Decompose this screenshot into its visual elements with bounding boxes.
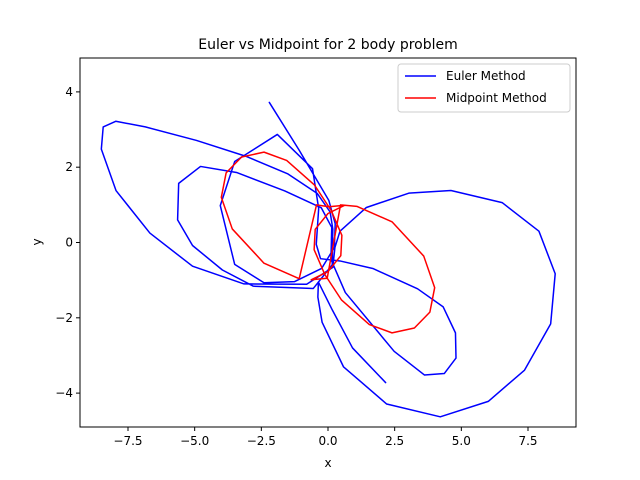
legend-label-midpoint: Midpoint Method [446,91,547,105]
y-tick-label: 2 [65,160,73,174]
series-layer [100,101,556,418]
x-tick-label: −2.5 [247,434,276,448]
legend-box [397,63,571,113]
x-tick-label: 7.5 [518,434,537,448]
chart-title: Euler vs Midpoint for 2 body problem [198,37,458,53]
series-line-midpoint [220,151,436,334]
y-tick-label: 4 [65,85,73,99]
x-tick-label: −7.5 [113,434,142,448]
y-axis-ticks: −4 −2 0 2 4 [55,85,80,400]
x-tick-label: −5.0 [180,434,209,448]
legend-label-euler: Euler Method [446,69,526,83]
x-tick-label: 5.0 [452,434,471,448]
series-line-euler [100,101,556,418]
y-tick-label: 0 [65,236,73,250]
x-axis-ticks: −7.5 −5.0 −2.5 0.0 2.5 5.0 7.5 [113,427,538,448]
x-axis-label: x [324,456,331,470]
x-tick-label: 2.5 [385,434,404,448]
y-tick-label: −4 [55,386,73,400]
y-axis-label: y [30,238,44,245]
x-tick-label: 0.0 [318,434,337,448]
y-tick-label: −2 [55,311,73,325]
legend: Euler Method Midpoint Method [397,63,571,113]
